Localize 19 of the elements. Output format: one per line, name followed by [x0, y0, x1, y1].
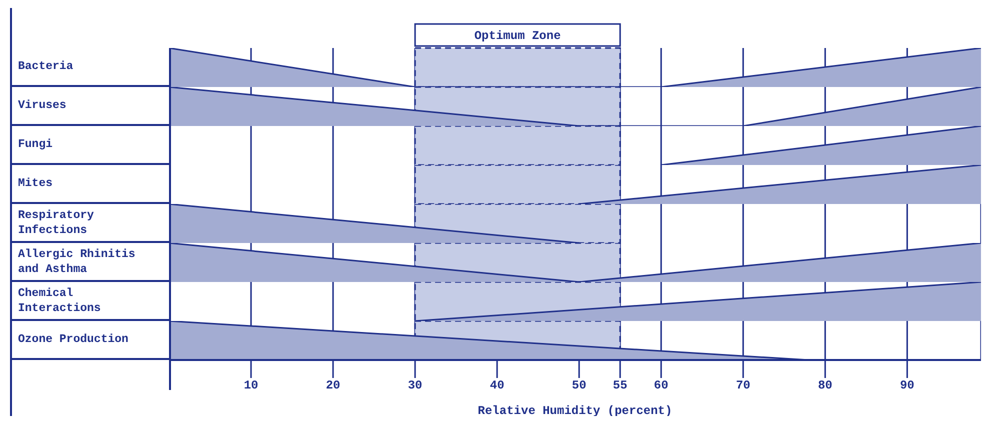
x-tick-label: 30 [408, 378, 422, 393]
y-axis-title: Mites [18, 176, 53, 191]
y-axis-title: Bacteria [18, 59, 74, 74]
x-tick-label: 40 [490, 378, 504, 393]
y-axis-title: Allergic Rhinitis and Asthma [18, 246, 136, 276]
y-axis-title: Ozone Production [18, 332, 128, 347]
x-tick-label: 55 [612, 378, 628, 393]
x-tick-label: 10 [244, 378, 258, 393]
x-tick-label: 90 [900, 378, 914, 393]
x-tick-label: 80 [818, 378, 832, 393]
x-tick-label: 50 [572, 378, 586, 393]
y-axis-title: Chemical Interactions [18, 286, 102, 316]
y-axis-title: Fungi [18, 137, 53, 152]
y-axis-title: Viruses [18, 98, 66, 113]
x-tick-label: 20 [326, 378, 340, 393]
x-tick-label: 60 [654, 378, 668, 393]
x-tick-label: 70 [736, 378, 750, 393]
band-label: Optimum Zone [474, 29, 561, 43]
y-axis-title: Respiratory Infections [18, 208, 95, 238]
